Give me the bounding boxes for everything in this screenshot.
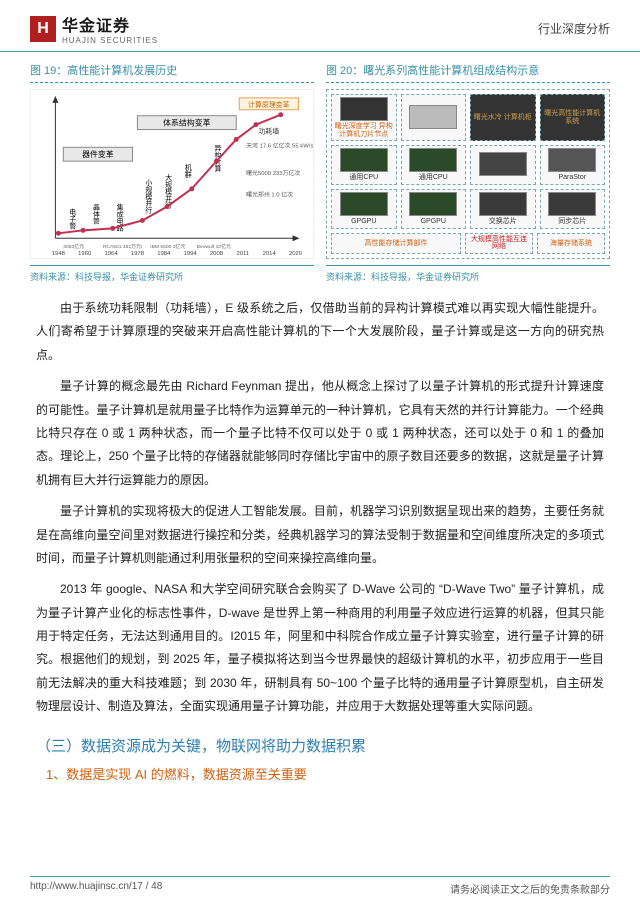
svg-text:1984: 1984 — [157, 251, 171, 257]
svg-text:曙光郑州 1.0 亿次: 曙光郑州 1.0 亿次 — [246, 191, 293, 199]
svg-text:IBM 6600 3亿元: IBM 6600 3亿元 — [150, 243, 185, 250]
body-text: 由于系统功耗限制（功耗墙），E 级系统之后，仅借助当前的异构计算模式难以再实现大… — [0, 283, 640, 719]
figure-19: 图 19：高性能计算机发展历史 器件变革 体系结构变革 计算原理变革 功耗墙 电… — [30, 62, 314, 283]
footer-url: http://www.huajinsc.cn/17 / 48 — [30, 881, 162, 896]
footer-disclaimer: 请务必阅读正文之后的免责条款部分 — [450, 881, 610, 896]
svg-text:机群: 机群 — [183, 163, 191, 179]
para-4: 2013 年 google、NASA 和大学空间研究联合会购买了 D-Wave … — [36, 578, 604, 718]
figure-20-diagram: 曙光深度学习 异构计算机刀片节点 曙光水冷 计算机柜 曙光高性能计算机系统 通用… — [326, 89, 610, 259]
svg-text:功耗墙: 功耗墙 — [258, 126, 279, 135]
svg-text:2011: 2011 — [236, 251, 249, 257]
svg-text:1978: 1978 — [131, 251, 145, 257]
figure-20-title: 图 20：曙光系列高性能计算机组成结构示意 — [326, 62, 610, 83]
svg-text:RCA501 461万元/: RCA501 461万元/ — [103, 244, 143, 250]
section-heading-orange: 1、数据是实现 AI 的燃料，数据资源至关重要 — [0, 760, 640, 789]
logo-cn-text: 华金证券 — [62, 18, 130, 35]
logo-mark: H — [30, 16, 56, 42]
figure-19-source: 资料来源：科技导报，华金证券研究所 — [30, 265, 314, 283]
svg-text:2020: 2020 — [289, 251, 303, 257]
svg-text:小规模并行: 小规模并行 — [144, 178, 152, 215]
svg-text:计算原理变革: 计算原理变革 — [248, 100, 290, 109]
figures-row: 图 19：高性能计算机发展历史 器件变革 体系结构变革 计算原理变革 功耗墙 电… — [0, 52, 640, 283]
svg-text:曙光5000 233万亿次: 曙光5000 233万亿次 — [246, 169, 300, 177]
svg-text:电子管: 电子管 — [68, 208, 76, 231]
svg-text:体系结构变革: 体系结构变革 — [163, 118, 210, 128]
svg-text:1994: 1994 — [184, 251, 198, 257]
figure-19-title: 图 19：高性能计算机发展历史 — [30, 62, 314, 83]
svg-text:1964: 1964 — [104, 251, 118, 257]
figure-19-chart: 器件变革 体系结构变革 计算原理变革 功耗墙 电子管 晶体管 集成电路 小规模并… — [30, 89, 314, 259]
svg-text:2008: 2008 — [210, 251, 224, 257]
logo-en-text: HUAJIN SECURITIES — [62, 36, 158, 45]
section-heading-blue: （三）数据资源成为关键，物联网将助力数据积累 — [0, 727, 640, 760]
svg-text:3053亿元: 3053亿元 — [63, 243, 84, 250]
breadcrumb: 行业深度分析 — [538, 20, 610, 37]
svg-text:器件变革: 器件变革 — [82, 149, 114, 159]
svg-text:1948: 1948 — [52, 251, 66, 257]
svg-text:天河 17.6 亿亿次 55 kW/s: 天河 17.6 亿亿次 55 kW/s — [246, 141, 313, 149]
svg-text:1960: 1960 — [78, 251, 92, 257]
para-2: 量子计算的概念最先由 Richard Feynman 提出，他从概念上探讨了以量… — [36, 375, 604, 492]
svg-text:Beowulf 10亿元: Beowulf 10亿元 — [197, 243, 231, 250]
brand-logo: H 华金证券 HUAJIN SECURITIES — [30, 12, 158, 45]
figure-20: 图 20：曙光系列高性能计算机组成结构示意 曙光深度学习 异构计算机刀片节点 曙… — [326, 62, 610, 283]
hpc-history-chart: 器件变革 体系结构变革 计算原理变革 功耗墙 电子管 晶体管 集成电路 小规模并… — [31, 90, 313, 258]
para-3: 量子计算机的实现将极大的促进人工智能发展。目前，机器学习识别数据呈现出来的趋势，… — [36, 500, 604, 570]
svg-text:2014: 2014 — [263, 251, 277, 257]
svg-text:晶体管: 晶体管 — [91, 204, 99, 226]
figure-20-source: 资料来源：科技导报，华金证券研究所 — [326, 265, 610, 283]
page-header: H 华金证券 HUAJIN SECURITIES 行业深度分析 — [0, 0, 640, 52]
page-footer: http://www.huajinsc.cn/17 / 48 请务必阅读正文之后… — [30, 876, 610, 896]
para-1: 由于系统功耗限制（功耗墙），E 级系统之后，仅借助当前的异构计算模式难以再实现大… — [36, 297, 604, 367]
svg-text:异构计算: 异构计算 — [213, 144, 221, 173]
